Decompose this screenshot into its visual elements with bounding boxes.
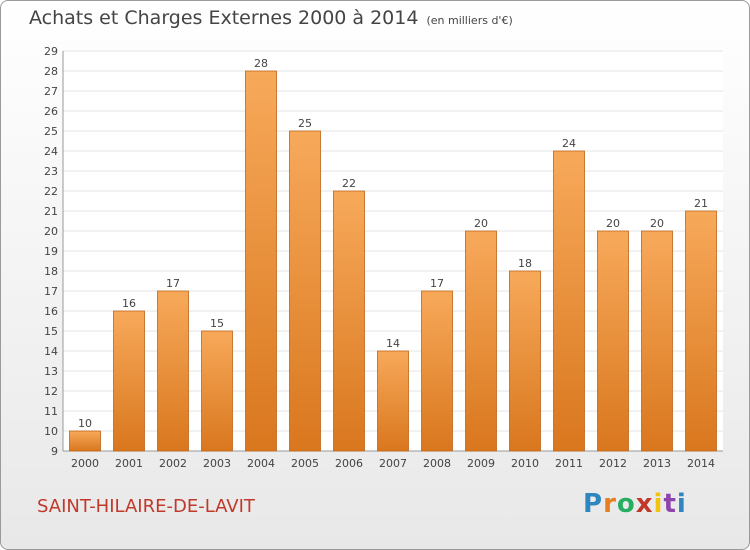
logo-letter: P: [583, 489, 604, 519]
x-tick-label: 2008: [423, 457, 451, 470]
logo-letter: t: [663, 489, 677, 519]
x-tick-label: 2005: [291, 457, 319, 470]
x-tick-label: 2006: [335, 457, 363, 470]
bar: [465, 230, 497, 452]
bar-value-label: 20: [650, 217, 664, 230]
bar-value-label: 20: [606, 217, 620, 230]
y-tick-label: 13: [44, 365, 58, 378]
x-tick-label: 2007: [379, 457, 407, 470]
bar: [245, 70, 277, 452]
y-tick-label: 26: [44, 105, 58, 118]
x-tick-label: 2009: [467, 457, 495, 470]
y-tick-label: 14: [44, 345, 58, 358]
bar-value-label: 20: [474, 217, 488, 230]
x-tick-label: 2010: [511, 457, 539, 470]
bar: [69, 430, 101, 452]
logo-letter: i: [676, 489, 687, 519]
y-tick-label: 20: [44, 225, 58, 238]
y-tick-label: 15: [44, 325, 58, 338]
bar-value-label: 15: [210, 317, 224, 330]
y-tick-label: 29: [44, 45, 58, 58]
y-tick-label: 28: [44, 65, 58, 78]
bar: [421, 290, 453, 452]
bar: [289, 130, 321, 452]
bar-value-label: 22: [342, 177, 356, 190]
y-tick-label: 27: [44, 85, 58, 98]
y-tick-label: 23: [44, 165, 58, 178]
bar-value-label: 24: [562, 137, 576, 150]
bar: [553, 150, 585, 452]
x-tick-label: 2012: [599, 457, 627, 470]
proxiti-logo: Proxiti: [583, 489, 687, 519]
chart-title-text: Achats et Charges Externes 2000 à 2014: [29, 7, 419, 29]
bar: [509, 270, 541, 452]
y-tick-label: 19: [44, 245, 58, 258]
y-tick-label: 16: [44, 305, 58, 318]
bar: [157, 290, 189, 452]
x-tick-label: 2011: [555, 457, 583, 470]
bar-value-label: 17: [430, 277, 444, 290]
y-tick-label: 22: [44, 185, 58, 198]
y-tick-label: 25: [44, 125, 58, 138]
chart-title: Achats et Charges Externes 2000 à 2014 (e…: [29, 7, 513, 29]
logo-letter: x: [635, 489, 654, 519]
bar-value-label: 28: [254, 57, 268, 70]
x-tick-label: 2001: [115, 457, 143, 470]
logo-letter: o: [616, 489, 636, 519]
bar-value-label: 18: [518, 257, 532, 270]
y-tick-label: 24: [44, 145, 58, 158]
y-tick-label: 12: [44, 385, 58, 398]
bar-value-label: 16: [122, 297, 136, 310]
bar-value-label: 10: [78, 417, 92, 430]
bar: [201, 330, 233, 452]
y-tick-label: 9: [51, 445, 58, 458]
y-tick-label: 11: [44, 405, 58, 418]
y-tick-label: 18: [44, 265, 58, 278]
bar: [641, 230, 673, 452]
commune-name: SAINT-HILAIRE-DE-LAVIT: [37, 496, 255, 517]
x-tick-label: 2003: [203, 457, 231, 470]
y-tick-label: 21: [44, 205, 58, 218]
bar-value-label: 17: [166, 277, 180, 290]
y-tick-label: 10: [44, 425, 58, 438]
bar: [597, 230, 629, 452]
bar-value-label: 21: [694, 197, 708, 210]
bar: [333, 190, 365, 452]
x-tick-label: 2002: [159, 457, 187, 470]
bar: [113, 310, 145, 452]
bar: [377, 350, 409, 452]
bar: [685, 210, 717, 452]
x-tick-label: 2000: [71, 457, 99, 470]
bar-value-label: 14: [386, 337, 400, 350]
x-tick-label: 2014: [687, 457, 715, 470]
bar-value-label: 25: [298, 117, 312, 130]
y-tick-label: 17: [44, 285, 58, 298]
logo-letter: i: [653, 489, 664, 519]
chart-subtitle: (en milliers d'€): [426, 14, 513, 27]
logo-letter: r: [603, 489, 617, 519]
x-tick-label: 2013: [643, 457, 671, 470]
x-tick-label: 2004: [247, 457, 275, 470]
